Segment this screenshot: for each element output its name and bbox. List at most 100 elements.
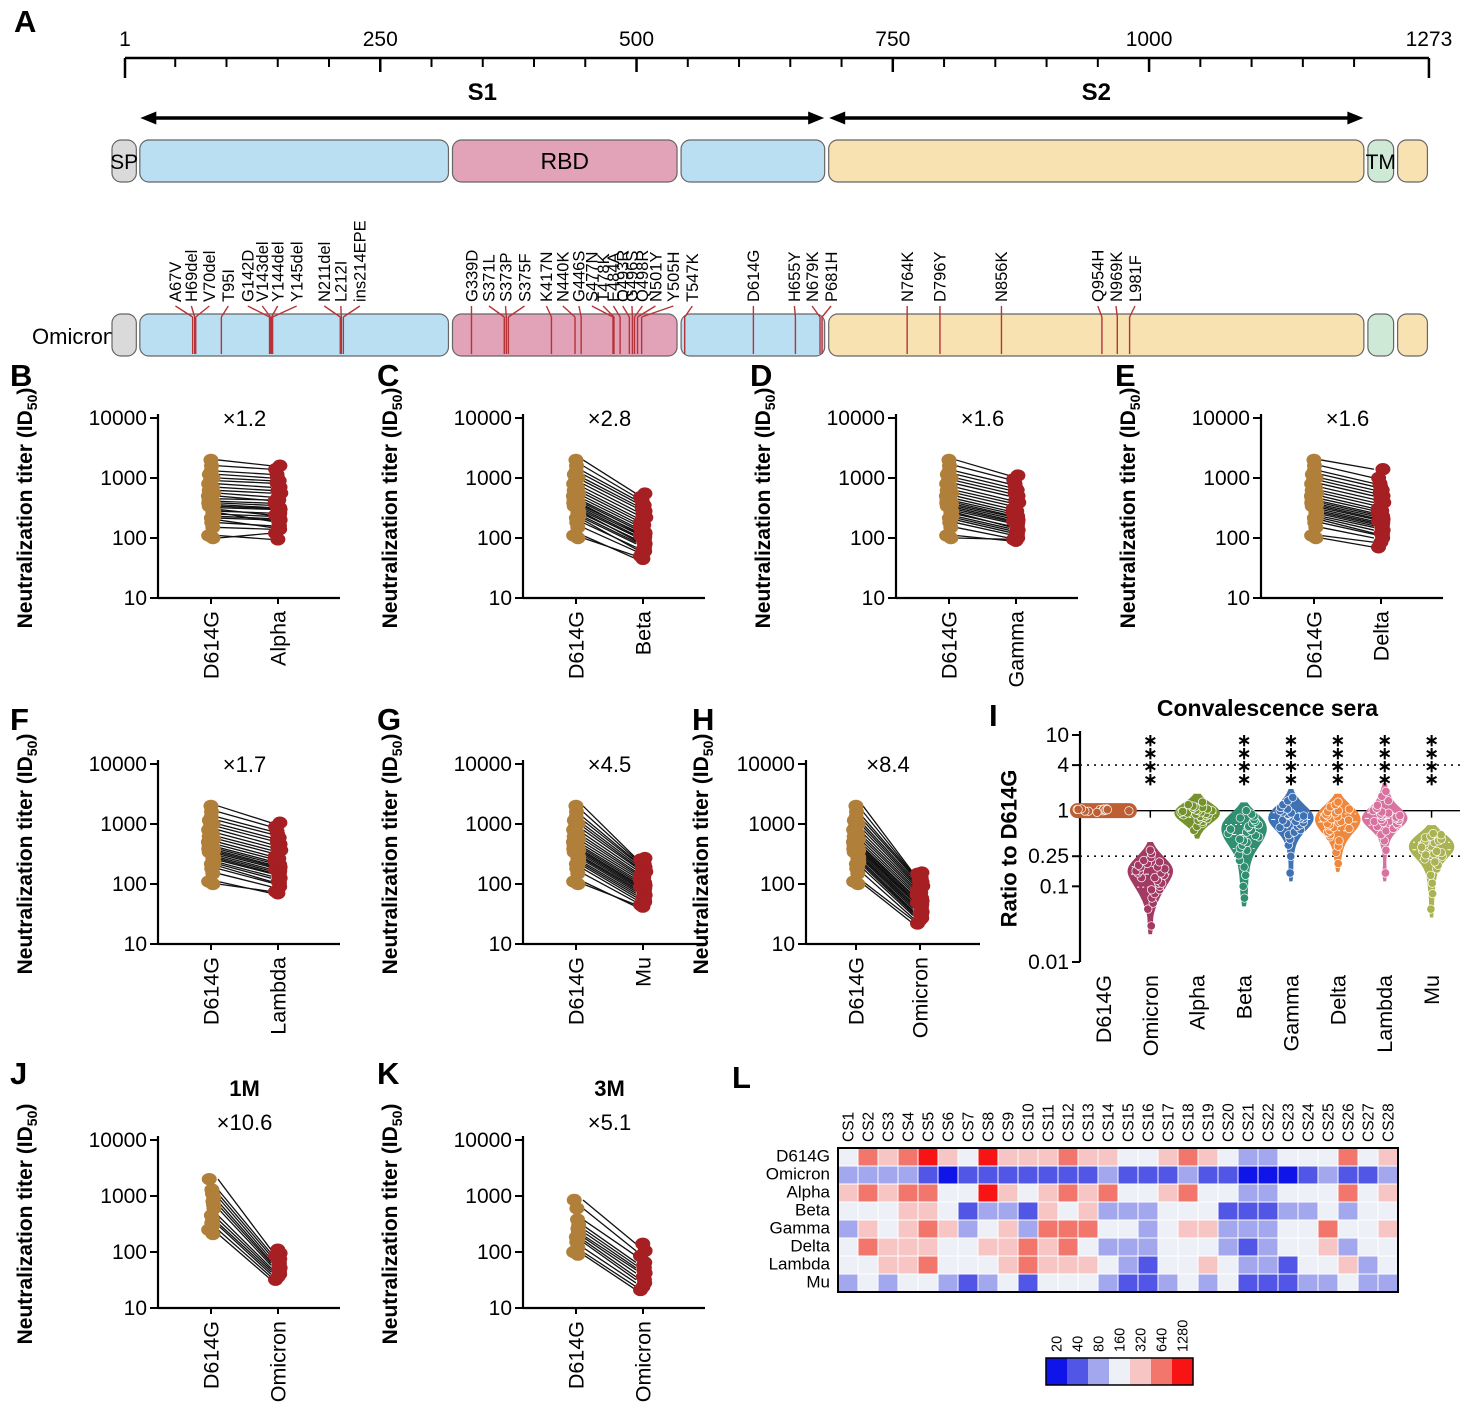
svg-text:S2: S2 [1082,79,1111,106]
svg-text:CS26: CS26 [1340,1103,1357,1142]
svg-text:A67V: A67V [167,262,185,302]
svg-text:Convalescence sera: Convalescence sera [1157,695,1378,721]
svg-text:1000: 1000 [100,467,147,490]
svg-text:Gamma: Gamma [1005,611,1029,688]
svg-text:Lambda: Lambda [267,957,291,1035]
svg-text:10000: 10000 [1192,407,1250,430]
svg-text:Gamma: Gamma [770,1219,831,1238]
panel-k-paired-scatter-3m: Neutralization titer (ID50) 10 100 1000 1000… [379,1076,705,1402]
svg-text:D614G: D614G [200,611,224,679]
svg-text:Lambda: Lambda [769,1255,831,1274]
svg-text:CS18: CS18 [1180,1103,1197,1142]
svg-text:∗: ∗ [1237,757,1251,776]
svg-text:CS17: CS17 [1160,1103,1177,1142]
svg-text:250: 250 [363,28,398,51]
svg-text:Omicron: Omicron [766,1165,830,1184]
svg-text:CS6: CS6 [940,1112,957,1142]
svg-text:∗: ∗ [1237,770,1251,789]
svg-text:1000: 1000 [465,1185,512,1208]
svg-text:D614G: D614G [1092,975,1116,1043]
svg-text:10000: 10000 [89,753,147,776]
svg-text:D796Y: D796Y [932,252,950,302]
svg-text:N856K: N856K [993,252,1011,302]
svg-text:RBD: RBD [540,148,589,174]
svg-text:Beta: Beta [795,1201,831,1220]
svg-text:∗: ∗ [1284,770,1298,789]
svg-text:∗: ∗ [1143,731,1157,750]
svg-text:10: 10 [772,933,795,956]
svg-text:CS7: CS7 [960,1112,977,1142]
svg-text:Beta: Beta [1233,975,1257,1019]
svg-text:CS20: CS20 [1220,1103,1237,1142]
svg-text:T95I: T95I [220,269,238,302]
svg-text:Mu: Mu [632,957,656,987]
svg-text:TM: TM [1366,151,1396,174]
svg-text:G339D: G339D [463,250,481,302]
svg-text:D614G: D614G [1303,611,1327,679]
svg-text:10000: 10000 [89,1129,147,1152]
svg-text:∗: ∗ [1331,731,1345,750]
svg-text:Neutralization titer (ID50): Neutralization titer (ID50) [752,388,778,629]
omicron-row-label: Omicron [32,324,116,349]
svg-text:160: 160 [1113,1328,1129,1352]
svg-text:Y505H: Y505H [665,252,683,302]
svg-text:∗: ∗ [1378,757,1392,776]
svg-text:80: 80 [1092,1336,1108,1352]
svg-text:N501Y: N501Y [647,252,665,302]
svg-text:CS11: CS11 [1040,1104,1057,1142]
svg-text:L981F: L981F [1127,255,1145,302]
svg-text:V70del: V70del [201,251,219,302]
panel-c-label: C [377,358,400,393]
panel-e-label: E [1115,358,1136,393]
svg-text:CS19: CS19 [1200,1103,1217,1142]
svg-text:CS9: CS9 [1000,1112,1017,1142]
svg-text:CS28: CS28 [1380,1103,1397,1142]
svg-text:CS13: CS13 [1080,1103,1097,1142]
svg-text:10000: 10000 [737,753,795,776]
svg-text:H655Y: H655Y [786,252,804,302]
svg-text:100: 100 [477,1241,512,1264]
svg-text:750: 750 [875,28,910,51]
svg-text:∗: ∗ [1237,731,1251,750]
svg-text:P681H: P681H [823,252,841,302]
svg-text:D614G: D614G [776,1147,830,1166]
svg-text:1: 1 [119,28,131,51]
svg-text:0.25: 0.25 [1028,845,1069,868]
panel-d-label: D [750,358,773,393]
svg-text:Y145del: Y145del [288,241,306,302]
svg-text:S1: S1 [468,79,497,106]
svg-text:×2.8: ×2.8 [588,406,631,431]
svg-text:∗: ∗ [1331,757,1345,776]
svg-text:G446S: G446S [571,251,589,302]
svg-text:T547K: T547K [684,253,702,302]
svg-text:∗: ∗ [1378,731,1392,750]
svg-text:Neutralization titer (ID50): Neutralization titer (ID50) [1117,388,1143,629]
svg-text:Lambda: Lambda [1373,975,1397,1053]
svg-text:D614G: D614G [745,250,763,302]
svg-text:1M: 1M [229,1076,260,1101]
svg-text:CS10: CS10 [1020,1103,1037,1142]
svg-text:S371L: S371L [481,254,499,302]
svg-text:CS21: CS21 [1240,1103,1257,1142]
svg-text:40: 40 [1071,1336,1087,1352]
svg-text:Omicron: Omicron [632,1321,656,1402]
svg-text:1000: 1000 [1126,28,1173,51]
svg-text:∗: ∗ [1284,757,1298,776]
svg-text:D614G: D614G [938,611,962,679]
svg-text:Delta: Delta [1326,975,1350,1025]
svg-text:10000: 10000 [89,407,147,430]
svg-text:×4.5: ×4.5 [588,752,631,777]
svg-text:1000: 1000 [748,813,795,836]
svg-text:10000: 10000 [827,407,885,430]
svg-text:100: 100 [112,527,147,550]
svg-text:100: 100 [760,873,795,896]
svg-text:Omicron: Omicron [909,957,933,1038]
svg-text:3M: 3M [594,1076,625,1101]
svg-text:Mu: Mu [1420,975,1444,1005]
svg-text:E484A: E484A [605,252,623,302]
svg-text:D614G: D614G [200,1321,224,1389]
svg-text:CS5: CS5 [920,1112,937,1142]
svg-text:CS4: CS4 [900,1111,917,1142]
svg-text:Neutralization titer (ID50): Neutralization titer (ID50) [14,1104,40,1345]
svg-text:∗: ∗ [1331,770,1345,789]
